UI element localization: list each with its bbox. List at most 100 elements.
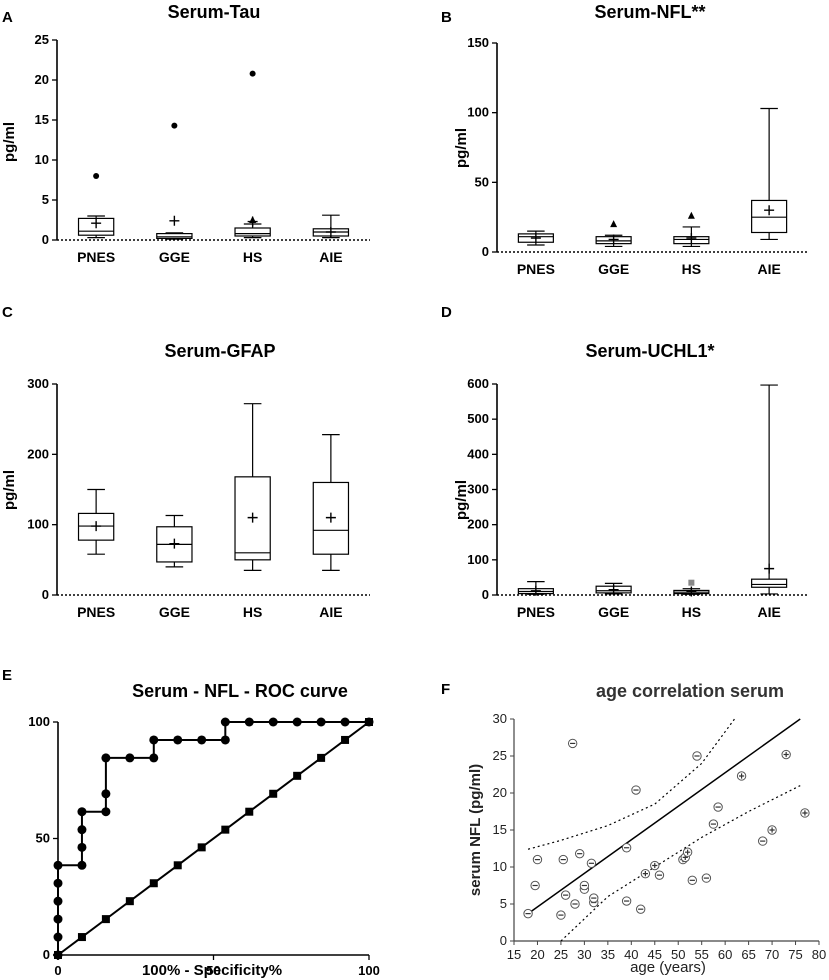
x-tick-label: 50	[671, 947, 685, 962]
y-tick-label: 150	[467, 35, 489, 50]
x-tick-label: HS	[682, 604, 701, 620]
outlier-point	[688, 579, 695, 586]
x-tick-label: 15	[507, 947, 521, 962]
y-tick-label: 0	[482, 244, 489, 259]
point-glyph	[738, 773, 745, 779]
box-pnes	[517, 230, 554, 246]
data-point	[220, 735, 230, 745]
box-gge	[156, 514, 193, 568]
x-tick-label: 100	[358, 963, 380, 978]
point-glyph	[642, 871, 648, 877]
y-tick-label: 200	[467, 517, 489, 532]
mean-marker	[686, 233, 697, 244]
box-gge	[156, 122, 193, 240]
data-point	[197, 843, 206, 852]
x-tick-label: 65	[741, 947, 755, 962]
data-point	[173, 861, 182, 870]
y-tick-label: 100	[467, 552, 489, 567]
series-identity	[54, 718, 373, 959]
data-point	[736, 771, 747, 781]
data-point	[621, 843, 632, 853]
data-point	[101, 915, 110, 924]
data-point	[574, 848, 585, 859]
x-tick-label: 55	[694, 947, 708, 962]
box-aie	[312, 434, 350, 571]
chart-title: Serum-Tau	[168, 2, 261, 22]
x-tick-label: HS	[243, 249, 262, 265]
x-tick-label: 40	[624, 947, 638, 962]
box-pnes	[517, 581, 554, 596]
x-tick-label: 20	[530, 947, 544, 962]
data-point	[269, 789, 278, 798]
y-tick-label: 0	[42, 587, 49, 602]
data-point	[713, 802, 723, 812]
x-tick-label: 35	[601, 947, 615, 962]
outlier-point	[610, 220, 618, 228]
box-iqr	[751, 578, 788, 588]
confidence-band-upper	[527, 718, 736, 850]
data-point	[197, 735, 207, 745]
point-glyph	[783, 751, 789, 758]
data-point	[53, 914, 63, 924]
box-hs	[673, 579, 710, 597]
data-point	[558, 854, 568, 865]
data-point	[149, 879, 158, 888]
data-point	[341, 735, 350, 744]
x-tick-label: 30	[577, 947, 591, 962]
y-tick-label: 300	[27, 376, 49, 391]
data-point	[125, 753, 135, 763]
data-point	[221, 825, 230, 834]
box-iqr	[234, 227, 271, 237]
y-tick-label: 50	[475, 174, 489, 189]
panel-letter-d: D	[441, 304, 452, 321]
data-point	[317, 753, 326, 762]
point-glyph	[802, 810, 808, 816]
box-hs	[234, 70, 271, 239]
data-point	[556, 910, 566, 920]
x-tick-label: 60	[718, 947, 732, 962]
mean-marker	[608, 584, 619, 595]
data-point	[244, 717, 254, 727]
box-gge	[595, 582, 632, 595]
y-axis-label: serum NFL (pg/ml)	[467, 764, 484, 896]
mean-marker	[764, 205, 775, 216]
x-tick-label: 25	[554, 947, 568, 962]
y-tick-label: 100	[28, 714, 50, 729]
mean-marker	[325, 227, 336, 237]
x-tick-label: AIE	[757, 604, 780, 620]
x-tick-label: PNES	[517, 604, 555, 620]
panel-letter-e: E	[2, 667, 12, 684]
series-roc	[53, 717, 374, 960]
x-tick-label: GGE	[598, 261, 629, 277]
mean-marker	[608, 234, 619, 245]
panel-b: B Serum-NFL** pg/ml 0 50 100 150 PNES GGE HS AI…	[441, 2, 808, 277]
y-tick-label: 100	[467, 105, 489, 120]
y-axis-label: pg/ml	[453, 128, 470, 168]
chart-title: Serum - NFL - ROC curve	[132, 681, 348, 701]
x-tick-label: 0	[54, 963, 61, 978]
outlier-point	[687, 211, 695, 219]
y-tick-label: 200	[27, 446, 49, 461]
data-point	[293, 771, 302, 780]
y-tick-label: 25	[493, 748, 507, 763]
y-axis-label: pg/ml	[1, 470, 18, 510]
y-tick-label: 400	[467, 446, 489, 461]
x-tick-label: 50	[206, 963, 220, 978]
x-axis-label: 100% - Specificity%	[142, 962, 282, 979]
panel-a: A Serum-Tau pg/ml 0 5 10 15 20 25 PNES GGE HS AIE	[1, 2, 370, 265]
box-aie	[751, 384, 788, 595]
data-point	[268, 717, 278, 727]
y-tick-label: 50	[36, 831, 50, 846]
data-point	[757, 836, 768, 846]
data-point	[654, 870, 665, 880]
mean-marker	[91, 521, 102, 532]
mean-marker	[247, 512, 258, 523]
x-tick-label: 75	[788, 947, 802, 962]
chart-title: Serum-GFAP	[164, 341, 275, 361]
data-point	[77, 860, 87, 870]
data-point	[53, 932, 63, 942]
box-hs	[673, 211, 710, 248]
mean-marker	[530, 233, 541, 244]
y-tick-label: 5	[42, 192, 49, 207]
